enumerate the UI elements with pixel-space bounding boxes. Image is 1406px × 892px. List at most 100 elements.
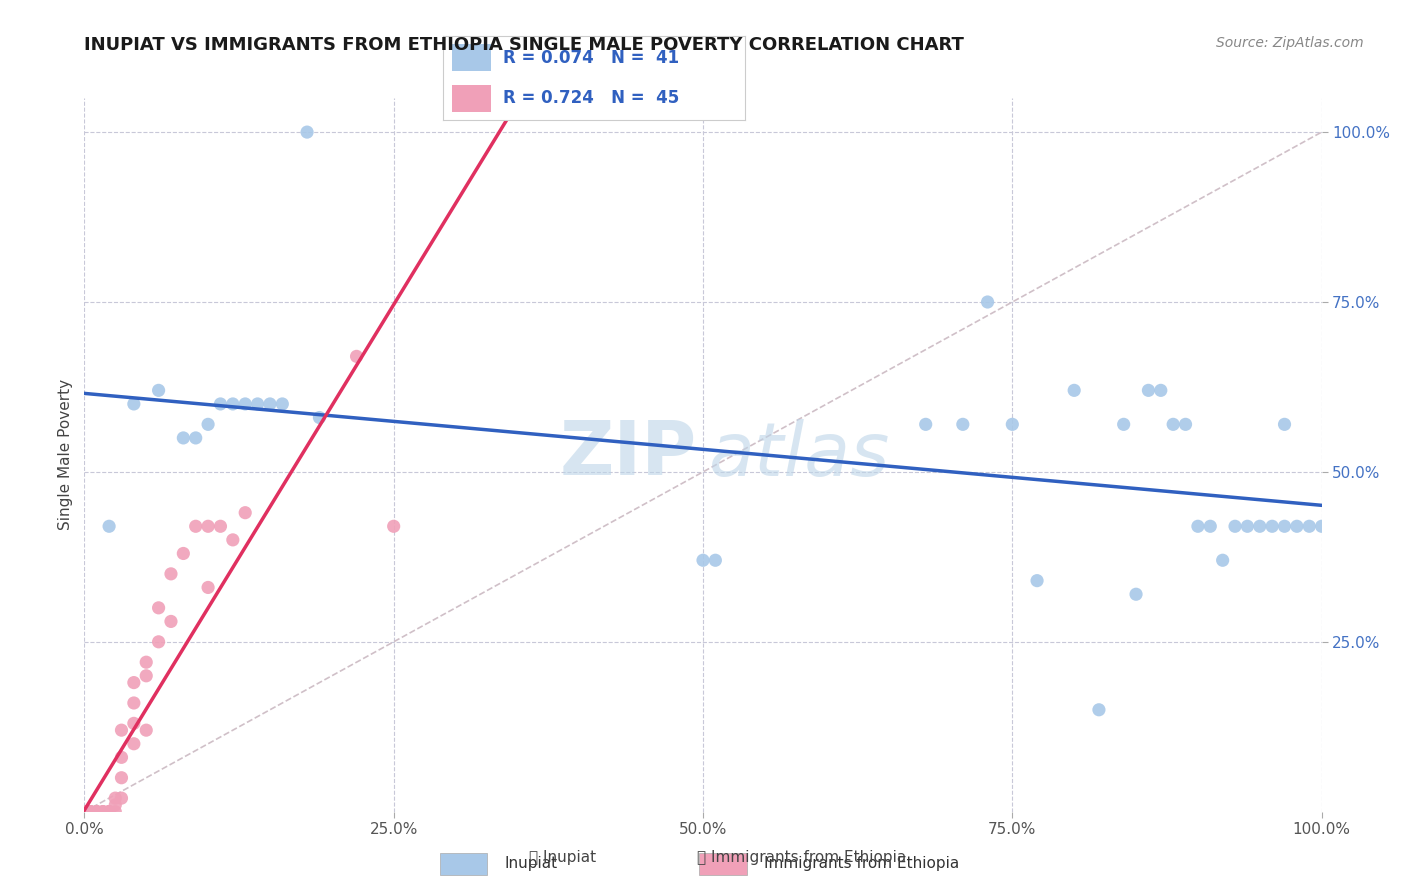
Point	[1236, 519, 1258, 533]
Point	[976, 295, 998, 310]
Point	[135, 669, 157, 683]
Point	[86, 805, 108, 819]
Point	[197, 417, 219, 432]
Point	[98, 805, 121, 819]
Point	[1310, 519, 1333, 533]
Point	[197, 581, 219, 595]
Point	[1199, 519, 1222, 533]
Point	[1137, 384, 1160, 398]
Point	[110, 771, 132, 785]
Point	[1161, 417, 1184, 432]
Point	[98, 519, 121, 533]
Point	[1150, 384, 1173, 398]
Point	[122, 716, 145, 731]
Point	[184, 431, 207, 445]
Point	[122, 675, 145, 690]
Point	[1026, 574, 1049, 588]
Point	[233, 397, 256, 411]
Text: ⬜ Inupiat: ⬜ Inupiat	[529, 850, 596, 865]
Point	[1274, 417, 1296, 432]
Point	[79, 805, 101, 819]
Point	[79, 805, 101, 819]
Text: R = 0.074   N =  41: R = 0.074 N = 41	[503, 49, 679, 67]
Point	[692, 553, 714, 567]
Point	[184, 519, 207, 533]
Point	[122, 737, 145, 751]
Text: Immigrants from Ethiopia: Immigrants from Ethiopia	[765, 855, 959, 871]
Point	[1298, 519, 1320, 533]
Point	[110, 723, 132, 738]
Point	[110, 791, 132, 805]
Point	[209, 519, 232, 533]
Point	[1274, 519, 1296, 533]
Point	[197, 519, 219, 533]
Point	[91, 805, 114, 819]
Text: Inupiat: Inupiat	[505, 855, 558, 871]
Point	[382, 519, 405, 533]
Point	[73, 805, 96, 819]
Point	[1112, 417, 1135, 432]
Point	[172, 431, 194, 445]
Point	[233, 506, 256, 520]
Text: ZIP: ZIP	[560, 418, 697, 491]
Text: Source: ZipAtlas.com: Source: ZipAtlas.com	[1216, 36, 1364, 50]
Bar	[699, 853, 747, 875]
Point	[79, 805, 101, 819]
Point	[91, 805, 114, 819]
Point	[148, 600, 170, 615]
Point	[104, 805, 127, 819]
Text: R = 0.724   N =  45: R = 0.724 N = 45	[503, 89, 679, 107]
Point	[246, 397, 269, 411]
Point	[1249, 519, 1271, 533]
Point	[1001, 417, 1024, 432]
Bar	[451, 44, 491, 71]
Point	[172, 546, 194, 560]
Bar	[451, 85, 491, 112]
Point	[1285, 519, 1308, 533]
Point	[259, 397, 281, 411]
Point	[110, 750, 132, 764]
Point	[346, 350, 368, 364]
Point	[86, 805, 108, 819]
Point	[1187, 519, 1209, 533]
Point	[952, 417, 974, 432]
Point	[308, 410, 330, 425]
Point	[222, 533, 245, 547]
Point	[86, 805, 108, 819]
Point	[104, 791, 127, 805]
Point	[86, 805, 108, 819]
Point	[271, 397, 294, 411]
Bar	[440, 853, 486, 875]
Point	[79, 805, 101, 819]
Point	[98, 805, 121, 819]
Point	[135, 723, 157, 738]
Point	[1223, 519, 1246, 533]
Point	[122, 397, 145, 411]
Point	[148, 635, 170, 649]
Y-axis label: Single Male Poverty: Single Male Poverty	[58, 379, 73, 531]
Text: atlas: atlas	[709, 419, 890, 491]
Point	[148, 384, 170, 398]
Text: ⬜ Immigrants from Ethiopia: ⬜ Immigrants from Ethiopia	[697, 850, 905, 865]
Point	[160, 566, 183, 581]
Point	[295, 125, 318, 139]
Point	[704, 553, 727, 567]
Point	[73, 805, 96, 819]
Point	[209, 397, 232, 411]
Point	[1212, 553, 1234, 567]
Point	[222, 397, 245, 411]
Point	[914, 417, 936, 432]
Point	[135, 655, 157, 669]
Point	[1174, 417, 1197, 432]
Point	[91, 805, 114, 819]
Point	[1088, 703, 1111, 717]
Point	[122, 696, 145, 710]
Point	[98, 805, 121, 819]
Point	[104, 797, 127, 812]
Text: INUPIAT VS IMMIGRANTS FROM ETHIOPIA SINGLE MALE POVERTY CORRELATION CHART: INUPIAT VS IMMIGRANTS FROM ETHIOPIA SING…	[84, 36, 965, 54]
Point	[73, 805, 96, 819]
Point	[1261, 519, 1284, 533]
Point	[1125, 587, 1147, 601]
Point	[1063, 384, 1085, 398]
Point	[160, 615, 183, 629]
